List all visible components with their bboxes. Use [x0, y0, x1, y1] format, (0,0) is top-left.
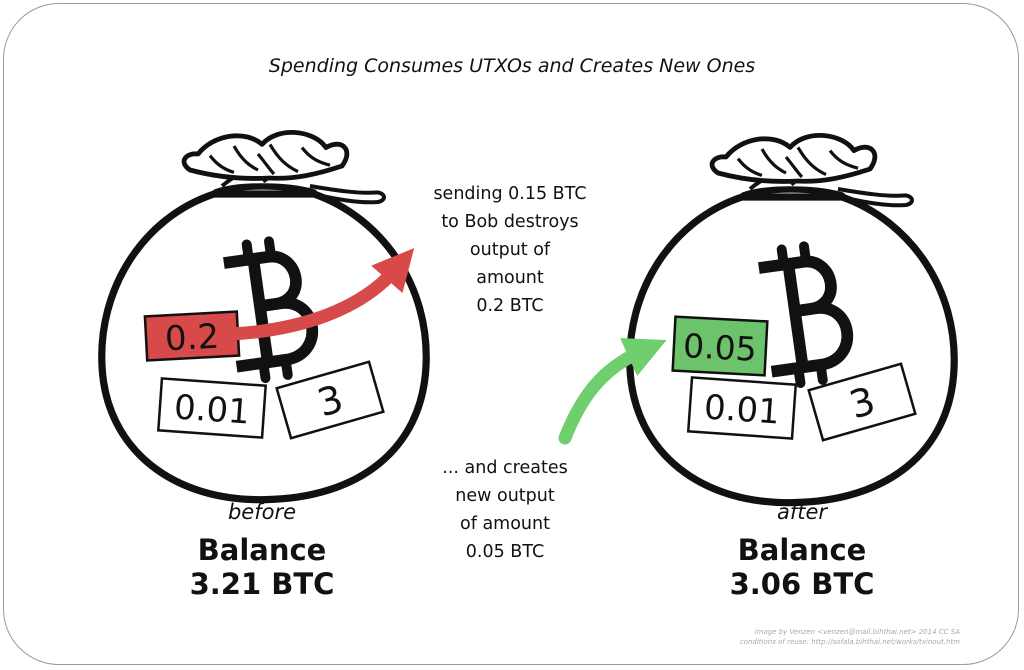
utxo-tag: 0.01 [686, 376, 798, 440]
annotation-line: sending 0.15 BTC [433, 184, 587, 204]
utxo-value: 0.01 [703, 387, 781, 432]
utxo-tag-removed: 0.2 [143, 310, 241, 362]
annotation-line: output of [469, 240, 551, 260]
credit-line: image by Venzen <venzen@mail.bihthai.net… [754, 628, 960, 636]
annotation-line: 0.05 BTC [465, 542, 545, 562]
before-label: before [227, 500, 297, 524]
utxo-value: 0.2 [164, 317, 220, 360]
utxo-value: 0.01 [173, 387, 251, 432]
annotation-line: of amount [460, 514, 550, 534]
destroy-annotation: sending 0.15 BTC to Bob destroys output … [405, 180, 615, 320]
after-balance: Balance 3.06 BTC [682, 533, 922, 601]
utxo-tag-new: 0.05 [671, 315, 769, 377]
balance-label: Balance [197, 533, 327, 567]
after-label: after [776, 500, 828, 524]
before-balance: Balance 3.21 BTC [142, 533, 382, 601]
after-bag: 0.05 0.01 3 [630, 135, 954, 502]
credit-line: conditions of reuse: http://sofala.bihth… [739, 638, 960, 646]
annotation-line: amount [476, 268, 544, 288]
destroy-arrow [225, 248, 415, 341]
create-annotation: ... and creates new output of amount 0.0… [400, 454, 610, 566]
annotation-line: new output [455, 486, 555, 506]
utxo-tag: 0.01 [156, 377, 268, 439]
balance-value: 3.21 BTC [189, 567, 335, 601]
balance-label: Balance [737, 533, 867, 567]
image-credit: image by Venzen <venzen@mail.bihthai.net… [740, 627, 960, 647]
balance-value: 3.06 BTC [729, 567, 875, 601]
utxo-tag: 3 [275, 360, 385, 440]
annotation-line: 0.2 BTC [476, 296, 544, 316]
diagram-title: Spending Consumes UTXOs and Creates New … [268, 55, 756, 77]
before-bag: 0.2 0.01 3 [102, 132, 426, 499]
annotation-line: to Bob destroys [441, 212, 579, 232]
utxo-tag: 3 [807, 362, 917, 442]
create-arrow [558, 338, 667, 445]
utxo-value: 0.05 [682, 326, 757, 369]
annotation-line: ... and creates [442, 458, 568, 478]
